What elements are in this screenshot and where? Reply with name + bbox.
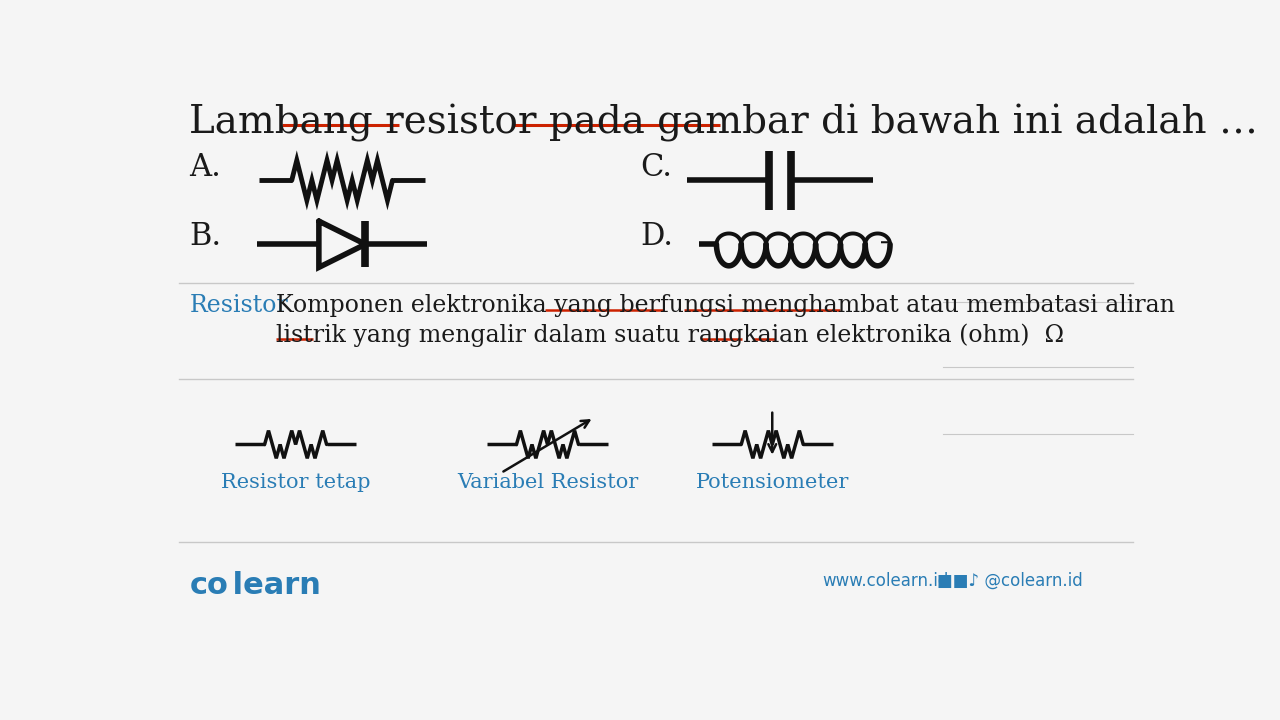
- Text: listrik yang mengalir dalam suatu rangkaian elektronika (ohm)  Ω: listrik yang mengalir dalam suatu rangka…: [276, 323, 1065, 347]
- Text: Komponen elektronika yang berfungsi menghambat atau membatasi aliran: Komponen elektronika yang berfungsi meng…: [276, 294, 1175, 318]
- Text: co: co: [189, 572, 228, 600]
- Text: www.colearn.id: www.colearn.id: [823, 572, 948, 590]
- Text: Resistor tetap: Resistor tetap: [221, 473, 370, 492]
- Text: B.: B.: [189, 221, 221, 252]
- Text: Resistor: Resistor: [189, 294, 288, 318]
- Text: Variabel Resistor: Variabel Resistor: [457, 473, 639, 492]
- Text: C.: C.: [640, 152, 672, 183]
- Text: Potensiometer: Potensiometer: [695, 473, 849, 492]
- Text: A.: A.: [189, 152, 221, 183]
- Text: Lambang resistor pada gambar di bawah ini adalah …: Lambang resistor pada gambar di bawah in…: [189, 104, 1258, 142]
- Text: learn: learn: [221, 572, 321, 600]
- Text: D.: D.: [640, 221, 673, 252]
- Text: ■■♪ @colearn.id: ■■♪ @colearn.id: [937, 572, 1083, 590]
